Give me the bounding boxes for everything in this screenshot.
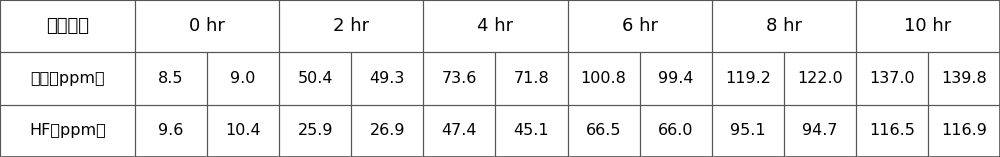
Text: 45.1: 45.1 (514, 123, 549, 138)
Text: 10 hr: 10 hr (904, 17, 952, 35)
Text: 116.5: 116.5 (869, 123, 915, 138)
Text: 94.7: 94.7 (802, 123, 838, 138)
Text: 119.2: 119.2 (725, 71, 771, 86)
Text: 116.9: 116.9 (941, 123, 987, 138)
Text: 71.8: 71.8 (514, 71, 549, 86)
Text: 73.6: 73.6 (442, 71, 477, 86)
Text: 9.6: 9.6 (158, 123, 184, 138)
Text: 25.9: 25.9 (297, 123, 333, 138)
Text: 49.3: 49.3 (370, 71, 405, 86)
Text: 9.0: 9.0 (230, 71, 256, 86)
Text: 0 hr: 0 hr (189, 17, 225, 35)
Text: 8.5: 8.5 (158, 71, 184, 86)
Text: 6 hr: 6 hr (622, 17, 658, 35)
Text: 66.0: 66.0 (658, 123, 693, 138)
Text: 100.8: 100.8 (581, 71, 626, 86)
Text: 4 hr: 4 hr (477, 17, 513, 35)
Text: 137.0: 137.0 (869, 71, 915, 86)
Text: 2 hr: 2 hr (333, 17, 369, 35)
Text: 66.5: 66.5 (586, 123, 621, 138)
Text: 47.4: 47.4 (442, 123, 477, 138)
Text: HF（ppm）: HF（ppm） (29, 123, 106, 138)
Text: 122.0: 122.0 (797, 71, 843, 86)
Text: 26.9: 26.9 (370, 123, 405, 138)
Text: 95.1: 95.1 (730, 123, 766, 138)
Text: 139.8: 139.8 (941, 71, 987, 86)
Text: 存放时间: 存放时间 (46, 17, 89, 35)
Text: 99.4: 99.4 (658, 71, 693, 86)
Text: 10.4: 10.4 (225, 123, 261, 138)
Text: 50.4: 50.4 (297, 71, 333, 86)
Text: 水分（ppm）: 水分（ppm） (30, 71, 105, 86)
Text: 8 hr: 8 hr (766, 17, 802, 35)
